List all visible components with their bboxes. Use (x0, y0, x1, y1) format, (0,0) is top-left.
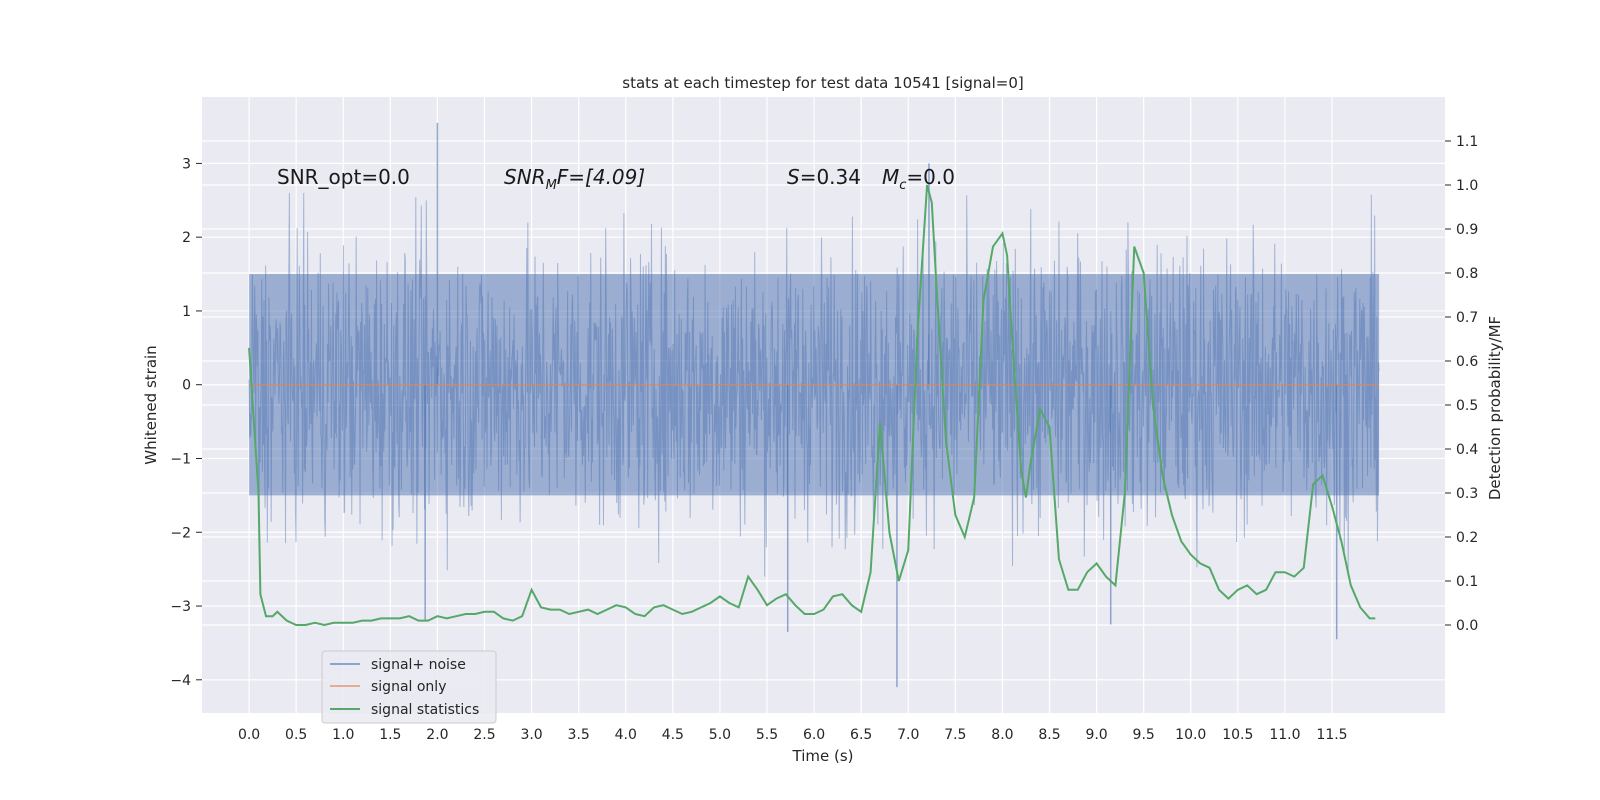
x-tick-7: 3.5 (568, 727, 590, 743)
y2-axis-label: Detection probability/MF (1486, 316, 1504, 500)
x-tick-12: 6.0 (803, 727, 825, 743)
x-tick-14: 7.0 (897, 727, 919, 743)
chart-title: stats at each timestep for test data 105… (622, 74, 1023, 92)
x-tick-labels: 0.0 0.5 1.0 1.5 2.0 2.5 3.0 3.5 4.0 4.5 5.0 5.5 6.0 6… (238, 727, 1348, 743)
y2-tick-labels: 1.1 1.0 0.9 0.8 0.7 0.6 0.5 0.4 0.3 0.2 0.1 0.0 (1445, 134, 1478, 634)
x-tick-21: 10.5 (1222, 727, 1253, 743)
y2-tick-3: 0.8 (1456, 266, 1478, 282)
x-tick-1: 0.5 (285, 727, 307, 743)
y-tick-3: 0 (182, 378, 191, 394)
y2-tick-4: 0.7 (1456, 310, 1478, 326)
x-tick-13: 6.5 (850, 727, 872, 743)
annotation-s: S=0.34 (787, 165, 861, 189)
y2-tick-11: 0.0 (1456, 618, 1478, 634)
x-tick-5: 2.5 (473, 727, 495, 743)
legend: signal+ noise signal only signal statist… (321, 650, 497, 724)
legend-box (321, 650, 497, 724)
y-tick-5: −2 (170, 525, 191, 541)
legend-label-stats: signal statistics (371, 702, 479, 718)
legend-label-noise: signal+ noise (371, 657, 466, 673)
y2-tick-1: 1.0 (1456, 178, 1478, 194)
annotation-snr-opt: SNR_opt=0.0 (277, 165, 410, 189)
x-tick-6: 3.0 (520, 727, 542, 743)
x-tick-16: 8.0 (991, 727, 1013, 743)
y2-tick-9: 0.2 (1456, 530, 1478, 546)
y-tick-2: 1 (182, 304, 191, 320)
y-tick-1: 2 (182, 230, 191, 246)
signal-statistics-line (248, 184, 1376, 627)
x-tick-8: 4.0 (615, 727, 637, 743)
x-tick-9: 4.5 (662, 727, 684, 743)
y2-tick-10: 0.1 (1456, 574, 1478, 590)
y2-tick-6: 0.5 (1456, 398, 1478, 414)
x-tick-17: 8.5 (1038, 727, 1060, 743)
y-axis-label: Whitened strain (142, 345, 160, 464)
y2-tick-0: 1.1 (1456, 134, 1478, 150)
x-tick-0: 0.0 (238, 727, 260, 743)
y-tick-6: −3 (170, 599, 191, 615)
annotation-mc: Mc=0.0 (882, 165, 955, 193)
y-tick-7: −4 (170, 673, 191, 689)
annotation-snr-mf: SNRMF=[4.09] (504, 165, 645, 193)
x-tick-15: 7.5 (944, 727, 966, 743)
y-tick-0: 3 (182, 156, 191, 172)
y-tick-labels: 3 2 1 0 −1 −2 −3 −4 (170, 156, 202, 689)
x-tick-11: 5.5 (756, 727, 778, 743)
x-tick-22: 11.0 (1269, 727, 1300, 743)
x-axis-label: Time (s) (792, 747, 854, 765)
x-tick-19: 9.5 (1133, 727, 1155, 743)
legend-label-signal: signal only (371, 679, 446, 695)
y2-tick-5: 0.6 (1456, 354, 1478, 370)
x-tick-20: 10.0 (1175, 727, 1206, 743)
x-tick-4: 2.0 (426, 727, 448, 743)
x-tick-18: 9.0 (1085, 727, 1107, 743)
x-tick-10: 5.0 (709, 727, 731, 743)
y-tick-4: −1 (170, 451, 191, 467)
x-tick-2: 1.0 (332, 727, 354, 743)
y2-tick-8: 0.3 (1456, 486, 1478, 502)
x-tick-3: 1.5 (379, 727, 401, 743)
noise-trace (248, 192, 1380, 577)
y2-tick-2: 0.9 (1456, 222, 1478, 238)
y2-tick-7: 0.4 (1456, 442, 1478, 458)
x-tick-23: 11.5 (1316, 727, 1347, 743)
